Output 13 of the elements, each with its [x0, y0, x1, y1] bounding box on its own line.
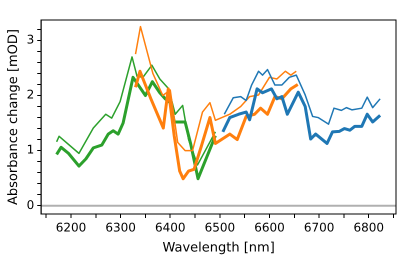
y-tick-label: 2 [26, 88, 34, 102]
x-tick-label: 6500 [204, 220, 236, 234]
y-tick-label: 1 [26, 142, 34, 157]
x-tick-label: 6800 [353, 220, 384, 234]
x-tick-label: 6200 [56, 220, 86, 234]
y-tick-label: 3 [26, 32, 34, 47]
x-axis-title: Wavelength [nm] [162, 240, 275, 256]
x-tick-label: 6400 [154, 220, 186, 234]
y-tick-label: 0 [26, 198, 34, 212]
x-tick-label: 6700 [304, 220, 334, 234]
x-tick-label: 6300 [105, 220, 136, 234]
y-axis-title: Absorbance change [mOD] [6, 29, 22, 205]
x-tick-label: 6600 [254, 220, 285, 234]
